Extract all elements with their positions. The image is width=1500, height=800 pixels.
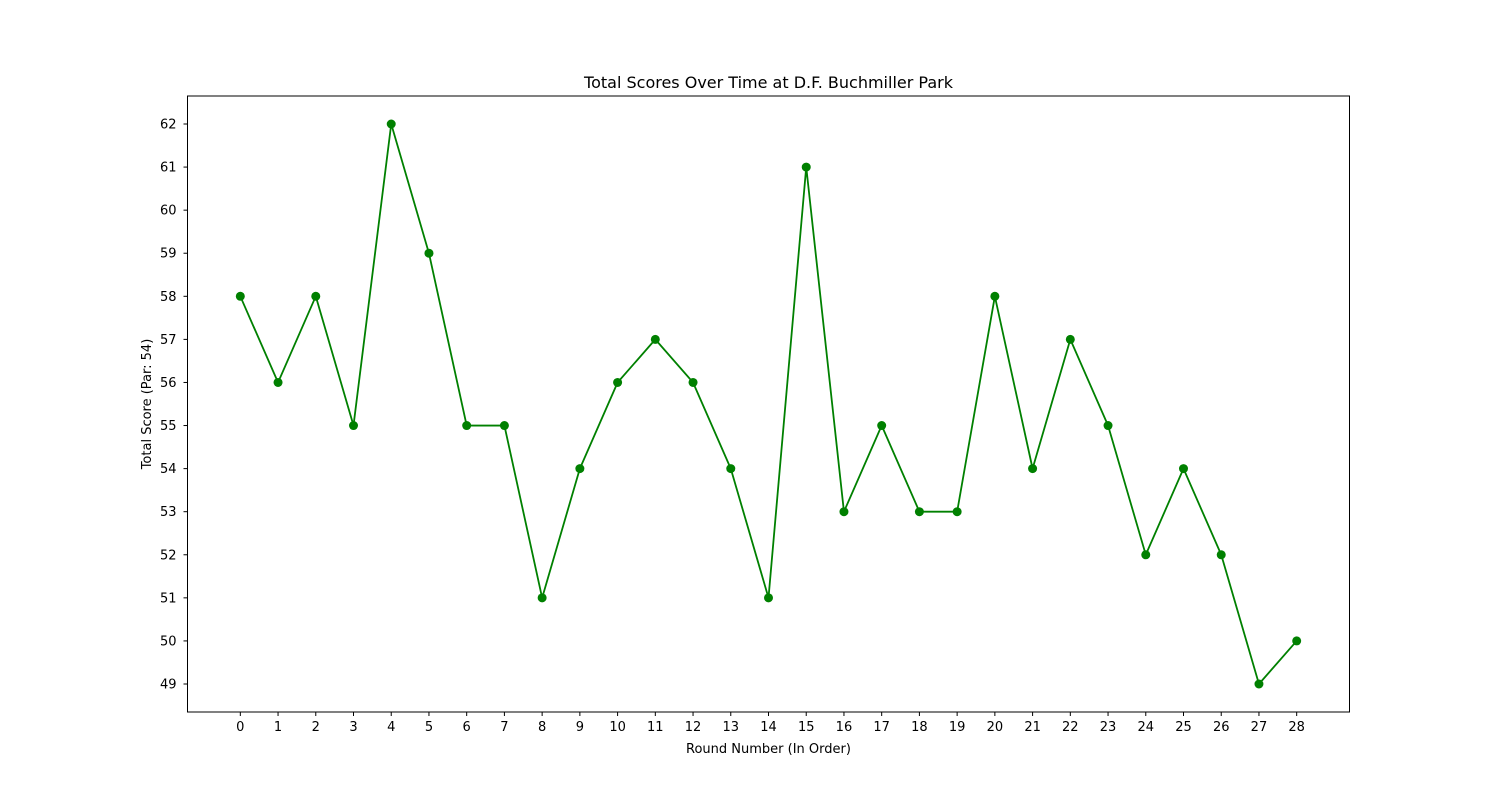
y-axis-label: Total Score (Par: 54) — [140, 339, 155, 471]
x-tick-label: 6 — [463, 720, 471, 735]
x-tick-label: 22 — [1062, 720, 1079, 735]
data-point — [914, 507, 924, 517]
y-tick-label: 49 — [160, 678, 177, 693]
y-tick-label: 62 — [160, 118, 177, 133]
x-tick-label: 28 — [1288, 720, 1305, 735]
x-tick-label: 16 — [836, 720, 853, 735]
x-tick-label: 26 — [1213, 720, 1230, 735]
x-tick-label: 13 — [722, 720, 739, 735]
data-point — [1141, 550, 1151, 560]
x-tick-label: 27 — [1251, 720, 1268, 735]
data-point — [499, 421, 509, 431]
y-tick-label: 57 — [160, 333, 177, 348]
data-point — [424, 248, 434, 258]
ticks-layer: 0 1 2 3 4 5 6 7 8 9 10 11 12 13 14 15 16 17 18 19 20 21 22 23 24… — [160, 118, 1305, 736]
data-point — [1179, 464, 1188, 474]
x-tick-label: 8 — [538, 720, 546, 735]
x-tick-label: 20 — [987, 720, 1004, 735]
data-point — [801, 162, 811, 172]
data-point — [1103, 421, 1113, 431]
x-tick-label: 11 — [647, 720, 664, 735]
data-point — [952, 507, 962, 517]
x-tick-label: 9 — [576, 720, 584, 735]
x-tick-label: 19 — [949, 720, 966, 735]
x-axis-label: Round Number (In Order) — [686, 742, 851, 757]
data-point — [1065, 334, 1075, 344]
x-tick-label: 24 — [1137, 720, 1154, 735]
x-tick-label: 12 — [685, 720, 702, 735]
y-tick-label: 58 — [160, 290, 177, 305]
data-point — [235, 291, 245, 301]
x-tick-label: 23 — [1100, 720, 1117, 735]
x-tick-label: 4 — [387, 720, 395, 735]
x-tick-label: 15 — [798, 720, 815, 735]
data-point — [1292, 636, 1302, 646]
x-tick-label: 18 — [911, 720, 928, 735]
data-point — [613, 377, 623, 387]
y-tick-label: 56 — [160, 376, 177, 391]
data-point — [650, 334, 660, 344]
x-tick-label: 3 — [349, 720, 357, 735]
y-tick-label: 50 — [160, 634, 177, 649]
data-point — [537, 593, 547, 603]
data-point — [386, 119, 396, 129]
x-tick-label: 0 — [236, 720, 244, 735]
data-point — [839, 507, 849, 517]
data-point — [575, 464, 585, 474]
data-point — [1028, 464, 1038, 474]
data-point — [311, 291, 321, 301]
x-tick-label: 17 — [873, 720, 890, 735]
y-tick-label: 55 — [160, 419, 177, 434]
chart-title: Total Scores Over Time at D.F. Buchmille… — [583, 73, 954, 92]
data-point — [726, 464, 736, 474]
data-point — [462, 421, 472, 431]
y-tick-label: 54 — [160, 462, 177, 477]
y-tick-label: 60 — [160, 204, 177, 219]
data-point — [990, 291, 1000, 301]
x-tick-label: 2 — [312, 720, 320, 735]
y-tick-label: 52 — [160, 548, 177, 563]
data-point — [1254, 679, 1264, 689]
data-point — [273, 377, 283, 387]
data-point — [764, 593, 773, 603]
y-tick-label: 51 — [160, 591, 177, 606]
x-tick-label: 7 — [500, 720, 508, 735]
x-tick-label: 21 — [1024, 720, 1041, 735]
plot-area-frame — [187, 95, 1350, 713]
x-tick-label: 14 — [760, 720, 777, 735]
x-tick-label: 1 — [274, 720, 282, 735]
x-tick-label: 25 — [1175, 720, 1192, 735]
y-tick-label: 61 — [160, 161, 177, 176]
x-tick-label: 5 — [425, 720, 433, 735]
series-layer — [235, 119, 1302, 689]
data-point — [1216, 550, 1226, 560]
x-tick-label: 10 — [609, 720, 626, 735]
data-point — [349, 421, 358, 431]
y-tick-label: 53 — [160, 505, 177, 520]
data-point — [877, 421, 887, 431]
data-point — [688, 377, 698, 387]
y-tick-label: 59 — [160, 247, 177, 262]
